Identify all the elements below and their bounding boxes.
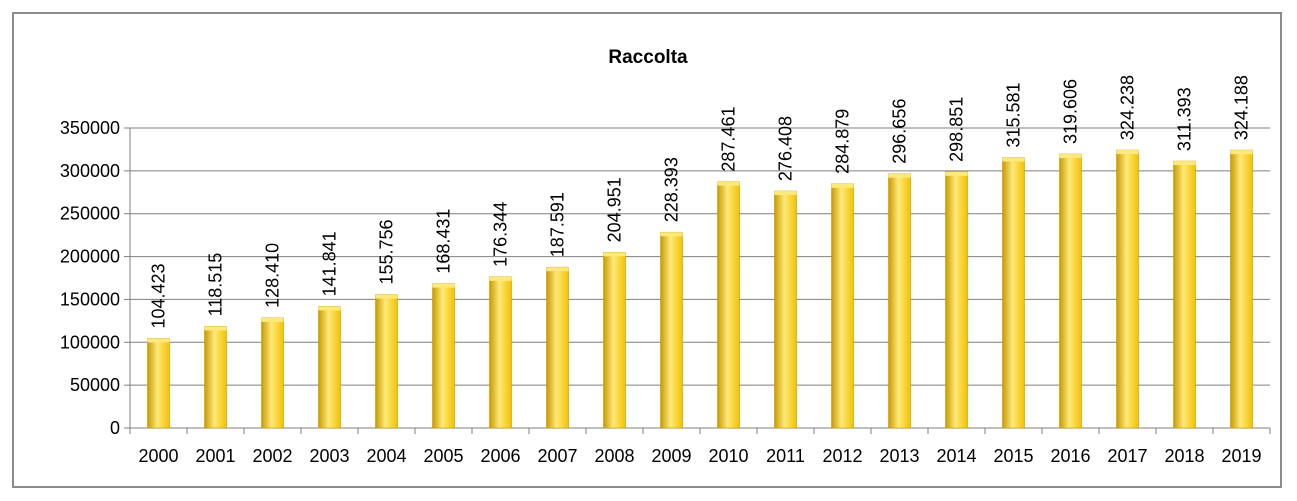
y-tick-label: 0: [110, 418, 120, 438]
data-label-2015: 315.581: [1004, 82, 1024, 147]
chart-title: Raccolta: [608, 47, 688, 68]
data-label-2018: 311.393: [1175, 87, 1195, 151]
data-label-2003: 141.841: [320, 231, 340, 296]
bar-top-2003: [319, 306, 341, 310]
bar-top-2019: [1231, 150, 1253, 154]
bar-2016: [1060, 154, 1082, 428]
bar-top-2010: [718, 182, 740, 186]
data-label-2012: 284.879: [833, 109, 853, 174]
bar-top-2009: [661, 232, 683, 236]
data-label-2005: 168.431: [434, 209, 454, 274]
bar-top-2002: [262, 318, 284, 322]
bar-2011: [775, 191, 797, 428]
x-tick-label: 2005: [423, 446, 463, 466]
bar-top-2004: [376, 294, 398, 298]
bar-2003: [319, 306, 341, 428]
bar-top-2000: [148, 338, 170, 342]
x-tick-label: 2003: [309, 446, 349, 466]
data-label-2017: 324.238: [1118, 75, 1138, 140]
bar-top-2017: [1117, 150, 1139, 154]
x-tick-label: 2002: [252, 446, 292, 466]
x-tick-label: 2011: [766, 446, 805, 466]
x-tick-label: 2016: [1050, 446, 1090, 466]
y-tick-label: 300000: [60, 161, 120, 181]
bar-2015: [1003, 158, 1025, 428]
data-label-2001: 118.515: [206, 253, 226, 317]
bar-2004: [376, 294, 398, 428]
gridlines: [124, 128, 1270, 434]
x-tick-label: 2009: [651, 446, 691, 466]
data-label-2009: 228.393: [662, 157, 682, 222]
bar-top-2014: [946, 172, 968, 176]
y-tick-label: 200000: [60, 247, 120, 267]
bar-top-2011: [775, 191, 797, 195]
x-tick-label: 2015: [993, 446, 1033, 466]
x-tick-label: 2001: [195, 446, 235, 466]
bar-top-2016: [1060, 154, 1082, 158]
data-label-2011: 276.408: [776, 116, 796, 181]
data-label-2010: 287.461: [719, 107, 739, 172]
x-tick-label: 2004: [366, 446, 406, 466]
bar-2001: [205, 326, 227, 428]
data-label-2019: 324.188: [1232, 75, 1252, 140]
x-tick-label: 2013: [879, 446, 919, 466]
data-label-2006: 176.344: [491, 202, 511, 267]
bar-top-2006: [490, 277, 512, 281]
bar-top-2005: [433, 284, 455, 288]
data-label-2004: 155.756: [377, 219, 397, 284]
bar-2010: [718, 182, 740, 428]
y-tick-label: 250000: [60, 204, 120, 224]
data-label-2008: 204.951: [605, 177, 625, 242]
bar-2009: [661, 232, 683, 428]
bar-top-2008: [604, 252, 626, 256]
bar-2014: [946, 172, 968, 428]
y-axis-ticks: 0 50000 100000 150000 200000 250000 300000 3500…: [60, 118, 120, 438]
y-tick-label: 350000: [60, 118, 120, 138]
y-tick-label: 100000: [60, 332, 120, 352]
bar-top-2018: [1174, 161, 1196, 165]
data-label-2002: 128.410: [263, 243, 283, 308]
data-labels: 104.423 118.515 128.410 141.841 155.756 168.4…: [149, 75, 1252, 328]
y-tick-label: 50000: [70, 375, 120, 395]
x-tick-label: 2019: [1221, 446, 1261, 466]
data-label-2007: 187.591: [548, 192, 568, 257]
x-tick-label: 2007: [537, 446, 577, 466]
bar-top-2001: [205, 326, 227, 330]
x-axis-ticks: 2000 2001 2002 2003 2004 2005 2006 2007 2008 2009…: [138, 446, 1261, 466]
bar-2017: [1117, 150, 1139, 428]
bar-2007: [547, 267, 569, 428]
bar-2005: [433, 284, 455, 428]
x-tick-label: 2000: [138, 446, 178, 466]
bar-top-2007: [547, 267, 569, 271]
bar-2000: [148, 338, 170, 428]
bar-top-2012: [832, 184, 854, 188]
data-label-2013: 296.656: [890, 99, 910, 164]
data-label-2014: 298.851: [947, 97, 967, 162]
bar-2013: [889, 174, 911, 428]
bar-2008: [604, 252, 626, 428]
x-tick-label: 2018: [1164, 446, 1204, 466]
x-tick-label: 2017: [1107, 446, 1147, 466]
bar-2012: [832, 184, 854, 428]
x-tick-label: 2006: [480, 446, 520, 466]
data-label-2016: 319.606: [1061, 79, 1081, 144]
bar-2018: [1174, 161, 1196, 428]
bar-top-2015: [1003, 158, 1025, 162]
data-label-2000: 104.423: [149, 263, 169, 328]
bar-top-2013: [889, 174, 911, 178]
x-tick-label: 2008: [594, 446, 634, 466]
x-tick-label: 2010: [708, 446, 748, 466]
x-tick-label: 2014: [936, 446, 976, 466]
bar-2006: [490, 277, 512, 428]
x-tick-label: 2012: [822, 446, 862, 466]
bar-2019: [1231, 150, 1253, 428]
bar-2002: [262, 318, 284, 428]
y-tick-label: 150000: [60, 289, 120, 309]
bars: [148, 150, 1253, 428]
